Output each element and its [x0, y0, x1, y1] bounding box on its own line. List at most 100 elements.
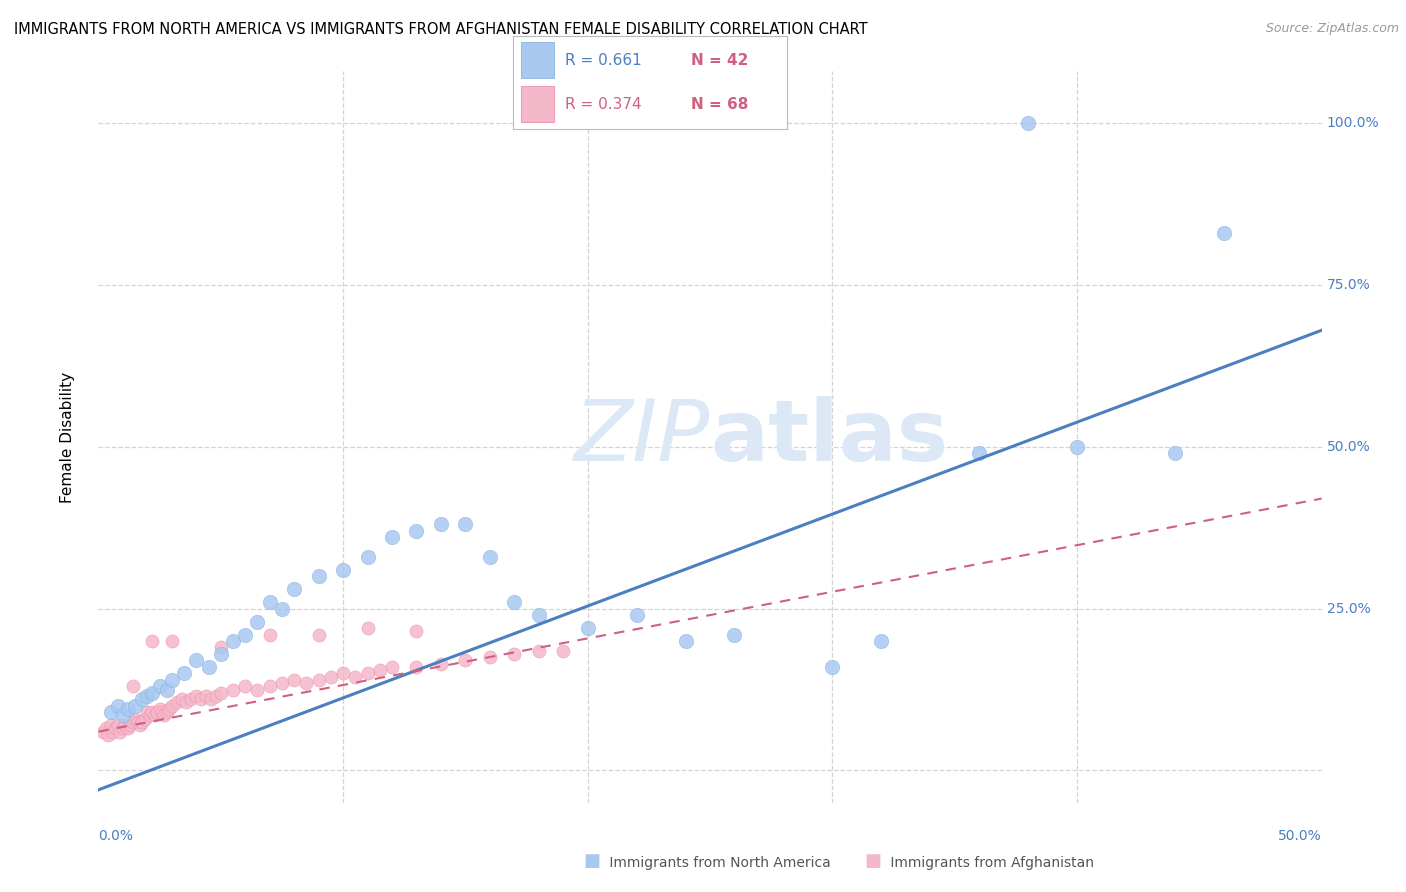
Point — [259, 627, 281, 641]
Point — [160, 634, 183, 648]
Point — [308, 569, 330, 583]
Point — [127, 714, 149, 729]
Point — [319, 669, 342, 683]
Point — [233, 679, 256, 693]
Point — [129, 718, 152, 732]
Point — [156, 705, 179, 719]
Point — [107, 718, 129, 732]
Point — [821, 660, 844, 674]
Text: 50.0%: 50.0% — [1278, 829, 1322, 843]
Point — [141, 686, 163, 700]
Text: Immigrants from Afghanistan: Immigrants from Afghanistan — [886, 855, 1094, 870]
Point — [1164, 446, 1187, 460]
Text: 25.0%: 25.0% — [1326, 601, 1371, 615]
Point — [675, 634, 697, 648]
Point — [149, 702, 172, 716]
Point — [308, 627, 330, 641]
Text: N = 68: N = 68 — [692, 96, 749, 112]
Point — [967, 446, 990, 460]
Point — [246, 682, 269, 697]
Point — [430, 517, 453, 532]
Point — [356, 621, 378, 635]
Point — [190, 692, 212, 706]
Point — [124, 698, 146, 713]
Point — [723, 627, 745, 641]
Point — [117, 722, 139, 736]
Point — [626, 608, 648, 623]
Point — [110, 724, 132, 739]
Point — [186, 689, 208, 703]
Point — [222, 682, 245, 697]
Point — [166, 696, 188, 710]
Bar — [522, 42, 554, 78]
Point — [143, 708, 166, 723]
Point — [381, 530, 404, 544]
Point — [332, 563, 354, 577]
Text: R = 0.374: R = 0.374 — [565, 96, 643, 112]
Point — [107, 698, 129, 713]
Point — [136, 689, 159, 703]
Point — [405, 660, 427, 674]
Point — [870, 634, 893, 648]
Point — [149, 679, 172, 693]
Text: 0.0%: 0.0% — [98, 829, 134, 843]
Point — [121, 679, 143, 693]
Point — [117, 702, 139, 716]
Point — [209, 640, 232, 655]
Point — [283, 673, 305, 687]
Point — [101, 724, 124, 739]
Point — [381, 660, 404, 674]
Text: R = 0.661: R = 0.661 — [565, 53, 643, 68]
Point — [156, 682, 179, 697]
Point — [91, 724, 114, 739]
Point — [478, 650, 501, 665]
Point — [233, 627, 256, 641]
Text: 75.0%: 75.0% — [1326, 278, 1371, 292]
Point — [576, 621, 599, 635]
Point — [139, 708, 162, 723]
Point — [454, 517, 477, 532]
Point — [104, 722, 127, 736]
Point — [200, 692, 222, 706]
Point — [176, 696, 198, 710]
Point — [114, 718, 136, 732]
Point — [141, 705, 163, 719]
Text: Immigrants from North America: Immigrants from North America — [605, 855, 831, 870]
Point — [368, 663, 391, 677]
Point — [308, 673, 330, 687]
Point — [405, 624, 427, 639]
Point — [146, 705, 169, 719]
Point — [150, 705, 173, 719]
Point — [186, 653, 208, 667]
Point — [270, 601, 294, 615]
Point — [1212, 226, 1234, 240]
Point — [157, 702, 180, 716]
Text: atlas: atlas — [710, 395, 948, 479]
Point — [332, 666, 354, 681]
Point — [356, 549, 378, 564]
Text: 100.0%: 100.0% — [1326, 116, 1379, 130]
Point — [94, 722, 117, 736]
Point — [527, 643, 550, 657]
Point — [1017, 116, 1039, 130]
Point — [180, 692, 202, 706]
Point — [131, 714, 153, 729]
Point — [111, 708, 134, 723]
Point — [503, 595, 526, 609]
Text: ■: ■ — [865, 852, 882, 870]
Text: Female Disability: Female Disability — [60, 371, 76, 503]
Point — [160, 698, 183, 713]
Bar — [522, 87, 554, 122]
Point — [454, 653, 477, 667]
Point — [153, 708, 176, 723]
Point — [283, 582, 305, 597]
Point — [553, 643, 575, 657]
Point — [205, 689, 228, 703]
Point — [209, 647, 232, 661]
Point — [259, 679, 281, 693]
Text: 50.0%: 50.0% — [1326, 440, 1371, 454]
Point — [344, 669, 367, 683]
Point — [405, 524, 427, 538]
Point — [100, 705, 122, 719]
Point — [295, 676, 318, 690]
